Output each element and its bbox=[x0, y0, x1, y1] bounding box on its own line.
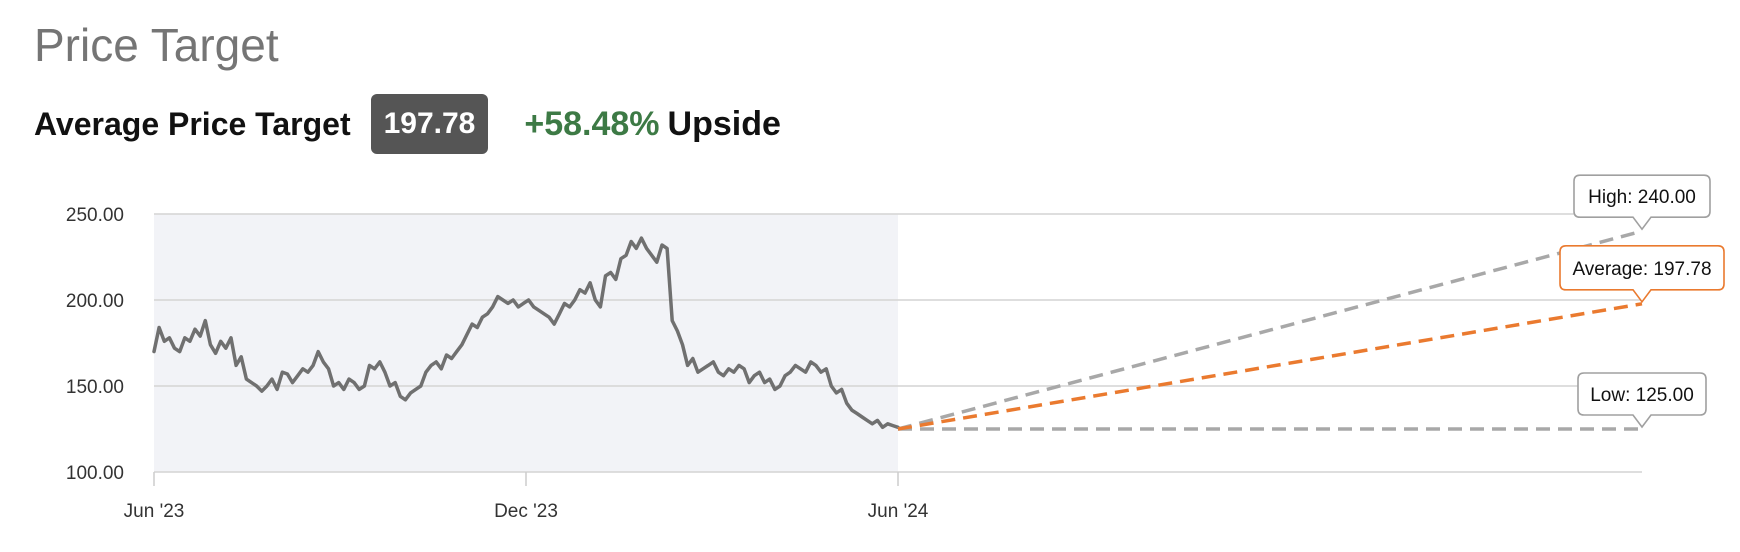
x-tick-label-2: Jun '24 bbox=[868, 501, 929, 522]
price-target-summary: Average Price Target 197.78 +58.48% Upsi… bbox=[34, 94, 781, 154]
high-target-line bbox=[897, 229, 1643, 431]
low-callout-text: Low: 125.00 bbox=[1590, 385, 1694, 406]
average-callout-text: Average: 197.78 bbox=[1572, 259, 1711, 280]
y-tick-label-1: 150.00 bbox=[66, 377, 124, 398]
x-tick-label-0: Jun '23 bbox=[124, 501, 185, 522]
page-title: Price Target bbox=[34, 19, 279, 71]
y-tick-label-3: 250.00 bbox=[66, 205, 124, 226]
average-callout-box bbox=[1559, 245, 1725, 304]
average-price-target-label: Average Price Target bbox=[34, 105, 351, 142]
high-callout-box bbox=[1573, 174, 1711, 231]
y-tick-label-2: 200.00 bbox=[66, 291, 124, 312]
upside-percentage: +58.48% bbox=[524, 104, 660, 143]
history-background bbox=[154, 214, 898, 472]
x-tick-label-1: Dec '23 bbox=[494, 501, 558, 522]
average-price-target-badge: 197.78 bbox=[370, 94, 489, 154]
price-history-line bbox=[152, 236, 900, 430]
high-callout-text: High: 240.00 bbox=[1588, 187, 1696, 208]
y-tick-label-0: 100.00 bbox=[66, 463, 124, 484]
upside-label: Upside bbox=[667, 104, 781, 143]
low-callout-box bbox=[1577, 372, 1707, 429]
average-target-line bbox=[897, 302, 1643, 431]
